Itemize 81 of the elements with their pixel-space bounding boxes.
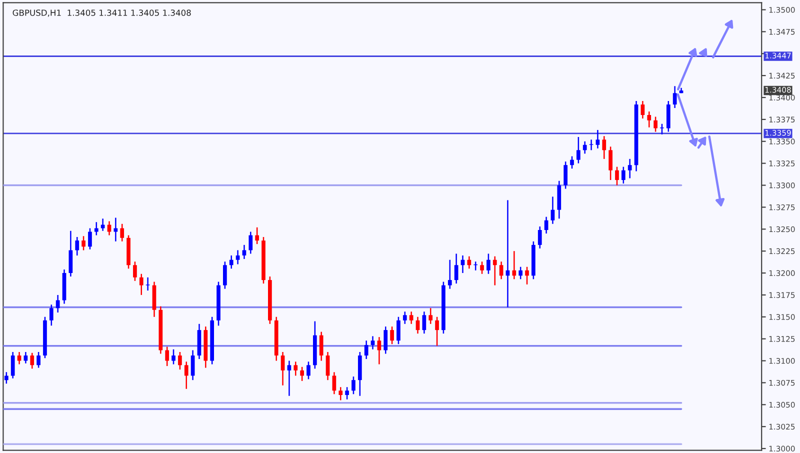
candlestick: [672, 85, 677, 109]
candlestick: [287, 360, 292, 396]
candlestick: [422, 311, 426, 334]
candlestick: [352, 376, 356, 395]
candlestick: [640, 100, 645, 120]
candlestick: [242, 244, 246, 260]
candlestick: [94, 221, 98, 236]
candlestick: [402, 311, 407, 325]
candlestick: [107, 220, 112, 236]
candlestick: [236, 250, 240, 265]
candlestick: [615, 166, 619, 186]
candlestick: [300, 366, 304, 382]
candlestick: [332, 372, 336, 395]
candlestick: [576, 136, 580, 164]
candlestick: [133, 260, 137, 282]
candlestick: [56, 294, 60, 314]
candlestick: [139, 273, 144, 296]
candlestick: [454, 253, 458, 284]
candlestick: [596, 129, 600, 150]
candlestick: [654, 116, 658, 132]
candlestick: [178, 351, 182, 370]
candlestick: [75, 236, 80, 256]
candlestick: [4, 372, 8, 384]
candlestick: [306, 361, 310, 380]
candlestick: [88, 228, 92, 250]
candlestick: [294, 361, 298, 376]
candlestick: [628, 158, 632, 179]
candlestick: [280, 351, 285, 386]
candlestick: [518, 266, 523, 280]
candlestick: [319, 331, 324, 362]
candlestick: [146, 276, 150, 292]
candlestick: [384, 326, 388, 354]
candlestick: [589, 138, 594, 151]
candlestick: [82, 236, 86, 251]
candlestick: [608, 146, 612, 181]
candlestick: [24, 351, 28, 364]
candlestick: [550, 196, 555, 224]
candlestick: [17, 351, 22, 365]
candlestick: [492, 256, 497, 286]
candlestick: [538, 226, 542, 250]
candlestick: [68, 230, 73, 278]
candlestick: [100, 218, 105, 232]
candlestick: [255, 226, 259, 245]
candlestick: [345, 386, 349, 400]
candlestick: [248, 231, 253, 254]
candlestick: [564, 160, 568, 190]
candlestick: [326, 351, 330, 381]
candlestick: [570, 156, 574, 170]
candlestick: [10, 351, 15, 379]
candlestick: [647, 110, 652, 128]
candlestick: [480, 260, 484, 275]
candlestick: [435, 316, 439, 346]
candlestick: [49, 304, 54, 326]
candlestick: [390, 326, 394, 345]
candlestick: [190, 350, 195, 381]
candlestick: [428, 307, 433, 325]
candlestick: [165, 346, 170, 367]
candlestick: [467, 256, 472, 270]
candlestick: [172, 348, 176, 365]
candlestick: [666, 100, 670, 132]
candlestick: [184, 361, 188, 390]
candlestick: [364, 340, 368, 360]
candlestick: [229, 254, 234, 270]
candlestick: [338, 386, 343, 401]
candlestick: [409, 311, 414, 325]
candlestick: [448, 259, 452, 290]
candlestick: [621, 166, 626, 184]
candlestick: [582, 140, 587, 154]
candlestick: [36, 351, 40, 368]
candlestick: [486, 253, 490, 275]
candlestick: [525, 266, 529, 286]
candlestick: [223, 260, 227, 290]
candlestick: [114, 217, 118, 242]
candlestick: [120, 223, 124, 242]
candlestick: [499, 260, 504, 280]
candlestick: [396, 316, 400, 345]
candlestick: [512, 250, 516, 280]
candlestick: [602, 135, 606, 160]
text: GBPUSD,H1 1.3405 1.3411 1.3405 1.3408: [12, 10, 191, 17]
candlestick: [30, 352, 34, 370]
candlestick: [370, 336, 375, 350]
